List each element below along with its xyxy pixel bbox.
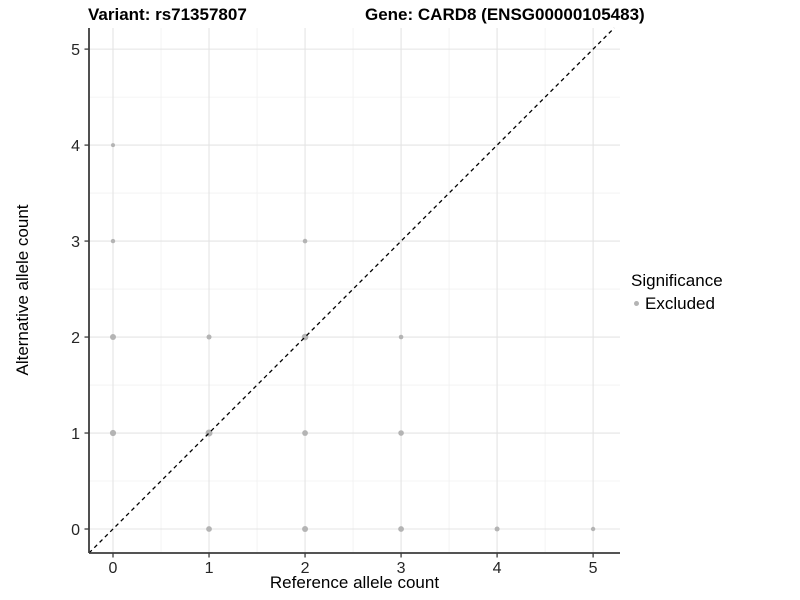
x-tick-label: 2: [301, 560, 310, 577]
y-axis-title: Alternative allele count: [13, 204, 32, 376]
data-point: [398, 430, 404, 436]
data-point: [110, 238, 116, 244]
y-tick-label: 1: [71, 426, 80, 443]
plot-title-gene: Gene: CARD8 (ENSG00000105483): [365, 5, 645, 24]
plot-title-variant: Variant: rs71357807: [88, 5, 247, 24]
x-tick-label: 3: [397, 560, 406, 577]
x-tick-label: 4: [493, 560, 502, 577]
data-point: [590, 526, 596, 532]
data-point: [494, 526, 500, 532]
legend: Significance Excluded: [631, 271, 723, 313]
legend-item-excluded: Excluded: [631, 294, 723, 313]
x-tick-label: 5: [589, 560, 598, 577]
data-point: [398, 526, 404, 532]
y-tick-label: 5: [71, 42, 80, 59]
data-point: [398, 334, 404, 340]
y-tick-label: 3: [71, 234, 80, 251]
data-point: [206, 526, 212, 532]
data-point: [110, 334, 117, 341]
data-point: [302, 430, 308, 436]
y-tick-label: 0: [71, 522, 80, 539]
data-point: [302, 238, 308, 244]
y-tick-label: 4: [71, 138, 80, 155]
data-point: [111, 143, 116, 148]
data-point: [206, 334, 212, 340]
legend-point-icon: [634, 301, 639, 306]
identity-dashed-line: [88, 27, 615, 554]
legend-title: Significance: [631, 271, 723, 290]
y-tick-label: 2: [71, 330, 80, 347]
legend-item-label: Excluded: [645, 294, 715, 313]
x-axis-title: Reference allele count: [269, 573, 440, 592]
data-point: [109, 429, 117, 437]
data-point: [302, 526, 309, 533]
x-tick-label: 0: [109, 560, 118, 577]
x-tick-label: 1: [205, 560, 214, 577]
